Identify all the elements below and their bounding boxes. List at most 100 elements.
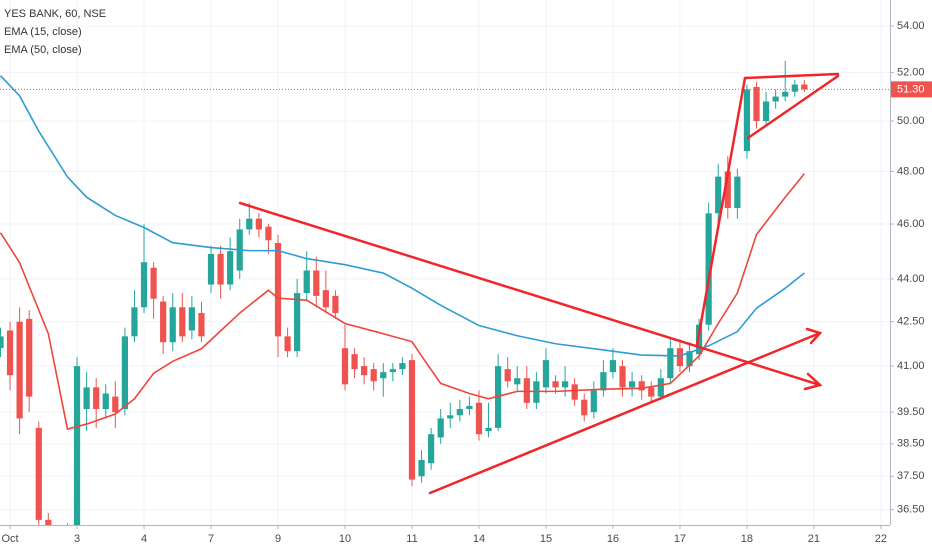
candle-body	[370, 369, 377, 382]
x-tick-label: 15	[540, 533, 552, 545]
candle-body	[73, 366, 81, 525]
last-price-label: 51.30	[897, 83, 925, 95]
x-tick-label: 14	[473, 533, 485, 545]
candle-body	[284, 336, 291, 352]
candle-body	[705, 213, 712, 325]
y-tick-label: 44.00	[897, 273, 925, 285]
chart-title: YES BANK, 60, NSE	[4, 8, 106, 20]
candle-body	[188, 307, 195, 331]
candle-body	[217, 253, 224, 285]
y-tick-label: 36.50	[897, 504, 925, 516]
candle-body	[169, 307, 176, 343]
candle-body	[514, 378, 521, 385]
candle-body	[332, 295, 339, 314]
pennant-top	[743, 72, 840, 80]
ema-line	[0, 75, 805, 357]
candle-body	[782, 91, 789, 97]
candle-body	[676, 348, 684, 367]
candle-body	[322, 290, 329, 308]
y-tick-label: 48.00	[897, 165, 925, 177]
candle-body	[447, 415, 454, 419]
candle-body	[408, 360, 416, 480]
candle-body	[657, 378, 664, 397]
trend-line	[428, 331, 822, 495]
candle-body	[313, 270, 320, 296]
candle-body	[93, 387, 100, 410]
pennant-bottom	[746, 74, 840, 140]
candle-body	[399, 363, 406, 370]
y-tick-label: 46.00	[897, 218, 925, 230]
candle-body	[35, 427, 42, 520]
candle-body	[361, 366, 368, 376]
candle-body	[628, 381, 636, 388]
y-tick-label: 37.50	[897, 470, 925, 482]
candle-body	[351, 354, 358, 370]
candle-body	[121, 336, 128, 410]
x-tick-label: 21	[808, 533, 820, 545]
candle-body	[743, 89, 751, 152]
candle-body	[619, 366, 626, 388]
trend-line	[238, 201, 822, 387]
candle-body	[389, 369, 396, 373]
candle-body	[16, 321, 23, 419]
x-tick-label: 16	[607, 533, 619, 545]
candle-body	[504, 369, 511, 382]
candle-body	[456, 409, 463, 416]
candle-body	[246, 218, 253, 230]
ema-line	[0, 173, 805, 431]
candle-body	[303, 270, 310, 294]
x-tick-label: 11	[406, 533, 417, 545]
candle-body	[801, 84, 808, 90]
candle-body	[581, 399, 588, 416]
y-tick-label: 42.50	[897, 316, 925, 328]
candle-body	[265, 226, 272, 241]
legend: YES BANK, 60, NSE EMA (15, close) EMA (5…	[4, 8, 106, 56]
y-tick-label: 52.00	[897, 67, 925, 79]
x-tick-label: 3	[74, 533, 80, 545]
candle-body	[140, 262, 148, 308]
candle-body	[64, 530, 70, 540]
candle-body	[571, 384, 578, 400]
x-tick-label: Oct	[1, 533, 18, 545]
candle-body	[418, 459, 425, 477]
y-tick-label: 38.50	[897, 438, 925, 450]
candle-body	[341, 348, 349, 385]
candle-body	[102, 393, 109, 410]
y-tick-label: 54.00	[897, 20, 925, 32]
candle-body	[428, 434, 435, 464]
candle-body	[475, 402, 483, 435]
candle-body	[26, 318, 33, 397]
candle-body	[179, 307, 186, 337]
axes: 36.50 37.50 38.50 39.50 41.00 42.50 44.00 46.00…	[1, 20, 932, 545]
last-price-box	[891, 81, 932, 98]
x-tick-label: 18	[741, 533, 753, 545]
candle-body	[160, 301, 167, 343]
candle-body	[198, 313, 205, 337]
candle-body	[380, 372, 387, 379]
candle-body	[590, 390, 597, 413]
candle-body	[638, 381, 645, 391]
candle-body	[485, 427, 492, 432]
candle-body	[150, 267, 157, 299]
plot-area	[0, 60, 890, 540]
candle-body	[686, 351, 693, 367]
x-tick-label: 4	[141, 533, 147, 545]
candle-body	[466, 405, 473, 410]
candle-body	[791, 84, 798, 92]
y-tick-label: 41.00	[897, 360, 925, 372]
candle-body	[294, 293, 301, 352]
y-tick-label: 39.50	[897, 406, 925, 418]
candle-body	[552, 381, 559, 388]
candle-body	[112, 396, 119, 413]
candle-body	[131, 307, 138, 337]
candle-body	[255, 218, 262, 230]
candle-body	[600, 372, 607, 391]
legend-entry: EMA (15, close)	[4, 26, 82, 38]
candle-body	[734, 176, 741, 209]
candle-body	[762, 101, 770, 122]
x-tick-label: 7	[208, 533, 214, 545]
candle-body	[724, 171, 731, 209]
candle-body	[772, 96, 779, 102]
candle-body	[609, 360, 617, 373]
